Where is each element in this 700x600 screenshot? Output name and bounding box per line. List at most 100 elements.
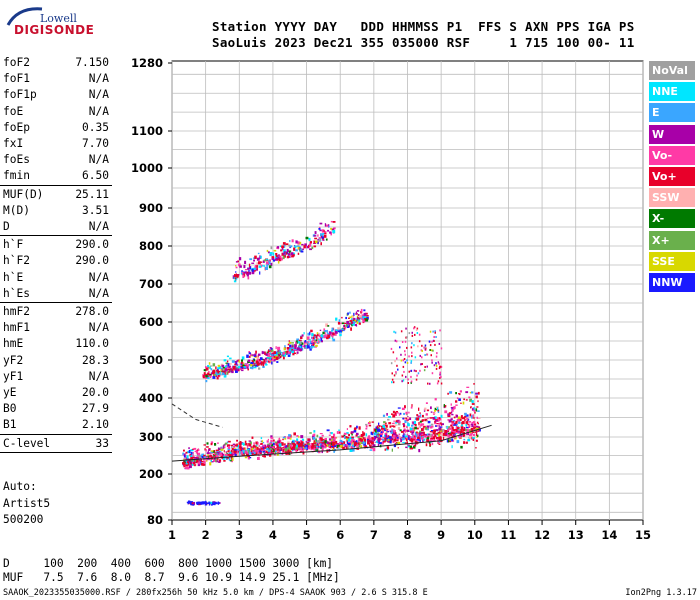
echo-point	[353, 317, 356, 320]
echo-point	[447, 392, 449, 395]
echo-point	[332, 440, 335, 443]
echo-point	[429, 349, 431, 351]
echo-point	[254, 363, 257, 365]
echo-point	[357, 436, 360, 438]
echo-point	[365, 312, 368, 315]
echo-point	[437, 441, 440, 444]
echo-point	[189, 465, 192, 469]
echo-point	[352, 444, 354, 447]
echo-point	[436, 425, 439, 427]
echo-point	[276, 361, 279, 363]
echo-point	[373, 438, 376, 442]
echo-point	[278, 448, 280, 450]
echo-point	[273, 454, 276, 456]
echo-point	[224, 442, 228, 445]
echo-point	[426, 420, 428, 422]
echo-point	[191, 463, 194, 466]
echo-point	[324, 232, 327, 235]
echo-point	[381, 428, 384, 430]
echo-point	[401, 374, 404, 377]
echo-point	[347, 312, 349, 315]
echo-point	[251, 436, 254, 439]
echo-point	[433, 438, 436, 440]
echo-point	[231, 360, 235, 363]
echo-point	[294, 349, 298, 351]
echo-point	[320, 340, 323, 343]
echo-point	[291, 239, 294, 243]
echo-point	[241, 270, 243, 273]
echo-point	[447, 413, 450, 416]
echo-point	[380, 438, 383, 440]
echo-point	[334, 331, 338, 334]
echo-point	[238, 442, 242, 445]
echo-point	[422, 414, 424, 418]
echo-point	[251, 452, 253, 454]
echo-point	[276, 352, 278, 356]
echo-point	[197, 452, 201, 456]
echo-point	[283, 451, 287, 454]
echo-point	[413, 444, 417, 447]
echo-point	[378, 437, 380, 440]
echo-point	[328, 445, 330, 448]
echo-point	[434, 410, 436, 412]
echo-point	[438, 433, 440, 437]
echo-point	[255, 350, 257, 354]
echo-point	[351, 433, 353, 436]
echo-point	[291, 449, 294, 452]
echo-point	[215, 452, 217, 455]
echo-point	[229, 363, 232, 365]
legend-x-: X+	[649, 230, 695, 250]
echo-point	[270, 435, 273, 439]
echo-point	[356, 441, 358, 444]
echo-point	[424, 366, 426, 368]
echo-point	[422, 426, 425, 430]
echo-point	[304, 243, 307, 247]
echo-point	[455, 425, 457, 428]
echo-point	[416, 374, 418, 377]
echo-point	[323, 335, 327, 339]
echo-point	[418, 333, 421, 336]
echo-point	[417, 432, 420, 435]
y-tick-label: 800	[139, 239, 163, 253]
echo-point	[450, 411, 453, 414]
x-tick-label: 12	[534, 528, 550, 542]
echo-point	[425, 347, 427, 350]
echo-point	[396, 438, 399, 442]
echo-point	[435, 336, 437, 338]
echo-point	[453, 406, 456, 409]
param-name: D	[3, 220, 10, 233]
echo-point	[369, 438, 373, 441]
echo-point	[473, 434, 475, 436]
echo-point	[258, 265, 262, 268]
echo-point	[456, 419, 459, 422]
echo-point	[316, 451, 319, 453]
echo-point	[241, 356, 245, 360]
echo-point	[289, 344, 292, 348]
y-tick-label: 1280	[131, 56, 163, 70]
echo-point	[267, 443, 270, 446]
echo-point	[363, 432, 366, 436]
echo-point	[310, 329, 313, 333]
echo-point	[196, 502, 199, 505]
echo-point	[425, 402, 428, 404]
param-row-ye: yE 20.0	[3, 386, 111, 402]
muf-frequency-row: MUF 7.5 7.6 8.0 8.7 9.6 10.9 14.9 25.1 […	[3, 571, 340, 584]
echo-point	[352, 439, 355, 441]
echo-point	[190, 458, 194, 460]
echo-point	[416, 417, 419, 421]
echo-point	[265, 363, 267, 366]
echo-point	[403, 358, 406, 360]
echo-point	[417, 345, 419, 348]
echo-point	[464, 412, 467, 416]
echo-point	[235, 271, 237, 273]
echo-point	[347, 445, 350, 449]
echo-point	[350, 446, 354, 449]
software-version: Ion2Png 1.3.17	[625, 588, 697, 598]
echo-point	[236, 367, 239, 369]
echo-point	[429, 330, 432, 333]
echo-point	[375, 432, 379, 435]
echo-point	[267, 360, 269, 363]
echo-point	[253, 366, 257, 369]
echo-point	[257, 355, 259, 358]
echo-point	[405, 435, 408, 438]
